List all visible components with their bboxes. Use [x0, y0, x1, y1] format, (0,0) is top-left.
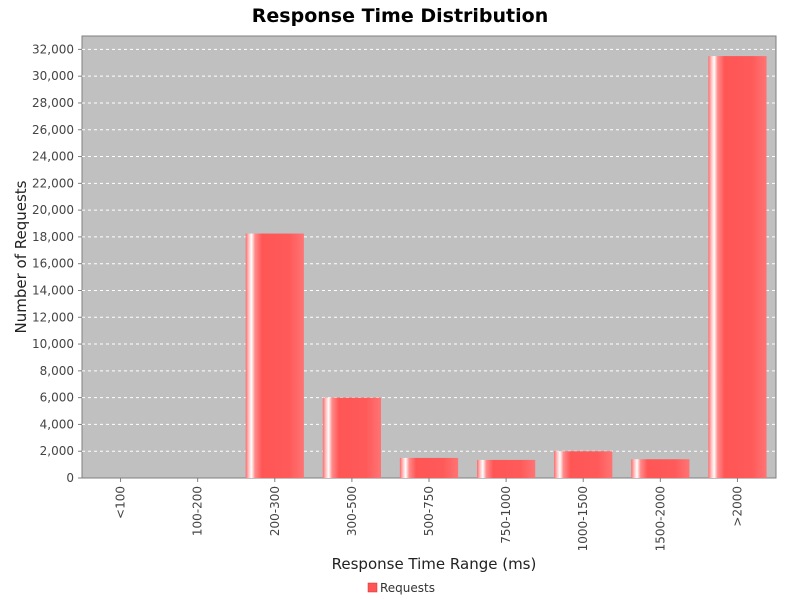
bar [245, 233, 304, 478]
legend-label: Requests [380, 581, 435, 595]
plot-area [81, 35, 777, 479]
y-tick-label: 4,000 [40, 417, 74, 431]
x-axis-label: Response Time Range (ms) [332, 555, 537, 573]
legend: Requests [367, 581, 435, 595]
y-tick-label: 26,000 [32, 123, 74, 137]
y-tick-label: 6,000 [40, 391, 74, 405]
bar [708, 56, 767, 478]
bar [477, 459, 536, 478]
y-axis-label: Number of Requests [12, 180, 30, 333]
legend-swatch [367, 582, 378, 593]
x-tick-label: 1000-1500 [576, 486, 590, 551]
y-tick-label: 14,000 [32, 283, 74, 297]
y-tick-label: 10,000 [32, 337, 74, 351]
x-tick-label: <100 [114, 486, 128, 519]
y-tick-label: 12,000 [32, 310, 74, 324]
axes: 0 2,000 4,000 6,000 8,000 10,000 12,000 14,000 1… [32, 42, 744, 551]
y-tick-label: 20,000 [32, 203, 74, 217]
x-tick-label: 750-1000 [499, 486, 513, 544]
x-tick-label: 300-500 [345, 486, 359, 536]
y-tick-label: 0 [66, 471, 74, 485]
x-tick-label: 100-200 [191, 486, 205, 536]
x-tick-label: >2000 [730, 486, 744, 527]
y-tick-label: 22,000 [32, 176, 74, 190]
y-tick-label: 32,000 [32, 42, 74, 56]
gridlines [82, 48, 776, 452]
bars [245, 56, 767, 478]
y-tick-label: 30,000 [32, 69, 74, 83]
x-tick-label: 1500-2000 [653, 486, 667, 551]
bar [631, 459, 690, 478]
y-tick-label: 2,000 [40, 444, 74, 458]
y-tick-label: 16,000 [32, 257, 74, 271]
bar [322, 397, 381, 478]
chart-title: Response Time Distribution [252, 5, 548, 27]
x-tick-label: 500-750 [422, 486, 436, 536]
y-tick-label: 8,000 [40, 364, 74, 378]
bar [554, 451, 613, 478]
x-tick-label: 200-300 [268, 486, 282, 536]
y-tick-label: 24,000 [32, 150, 74, 164]
y-tick-label: 28,000 [32, 96, 74, 110]
bar [399, 457, 459, 478]
y-tick-label: 18,000 [32, 230, 74, 244]
